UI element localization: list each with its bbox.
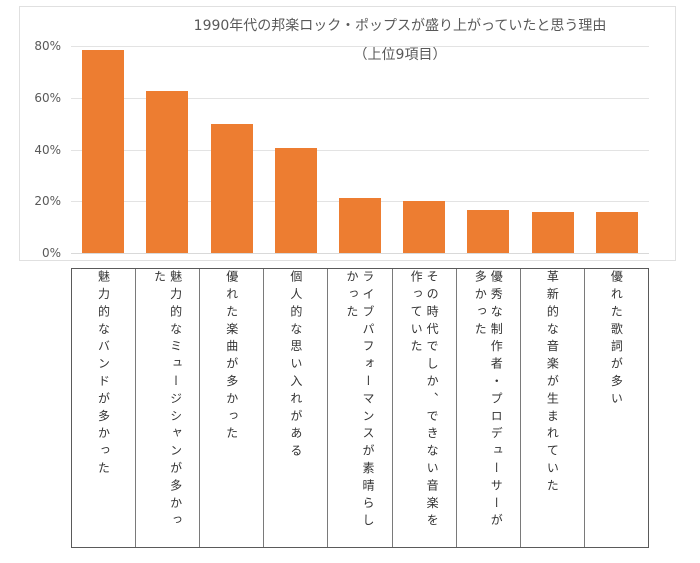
y-tick-label: 40% — [34, 143, 61, 157]
y-tick-label: 80% — [34, 39, 61, 53]
chart-title: 1990年代の邦楽ロック・ポップスが盛り上がっていたと思う理由 — [193, 18, 607, 34]
bar — [595, 212, 638, 253]
chart-subtitle: （上位9項目） — [353, 47, 447, 63]
category-cell: その時代でしか、できない音楽を作っていた — [393, 269, 457, 547]
y-tick-label: 60% — [34, 91, 61, 105]
category-cell: 優れた楽曲が多かった — [200, 269, 265, 547]
category-cell: 魅力的なミュージシャンが多かった — [136, 269, 201, 547]
category-cell: 個人的な思い入れがある — [264, 269, 329, 547]
category-label: 優れた歌詞が多い — [609, 270, 624, 410]
category-label: 魅力的なバンドが多かった — [96, 270, 111, 479]
bar — [403, 200, 446, 253]
category-cell: 優れた歌詞が多い — [585, 269, 648, 547]
gridline-80 — [71, 46, 649, 47]
bar — [274, 147, 317, 253]
category-label: その時代でしか、できない音楽を作っていた — [409, 270, 440, 531]
bar — [339, 197, 381, 253]
y-tick-label: 0% — [41, 246, 61, 260]
category-label: 魅力的なミュージシャンが多かった — [152, 270, 183, 531]
bar — [467, 210, 510, 253]
category-cell: 優秀な制作者・プロデューサーが多かった — [457, 269, 521, 547]
baseline-0 — [71, 253, 649, 254]
category-label: ライブパフォーマンスが素晴らしかった — [344, 270, 375, 531]
category-cell: 魅力的なバンドが多かった — [72, 269, 137, 547]
category-label: 革新的な音楽が生まれていた — [545, 270, 560, 497]
category-cell: ライブパフォーマンスが素晴らしかった — [328, 269, 393, 547]
gridline-40 — [71, 150, 649, 151]
bar — [531, 212, 574, 253]
category-table: 魅力的なバンドが多かった 魅力的なミュージシャンが多かった 優れた楽曲が多かった… — [71, 268, 649, 548]
category-label: 優れた楽曲が多かった — [224, 270, 239, 444]
bar — [146, 91, 189, 253]
category-label: 個人的な思い入れがある — [288, 270, 303, 462]
y-tick-label: 20% — [34, 194, 61, 208]
category-label: 優秀な制作者・プロデューサーが多かった — [473, 270, 504, 531]
category-cell: 革新的な音楽が生まれていた — [521, 269, 585, 547]
bar — [82, 49, 125, 253]
bar — [210, 123, 253, 253]
gridline-60 — [71, 98, 649, 99]
